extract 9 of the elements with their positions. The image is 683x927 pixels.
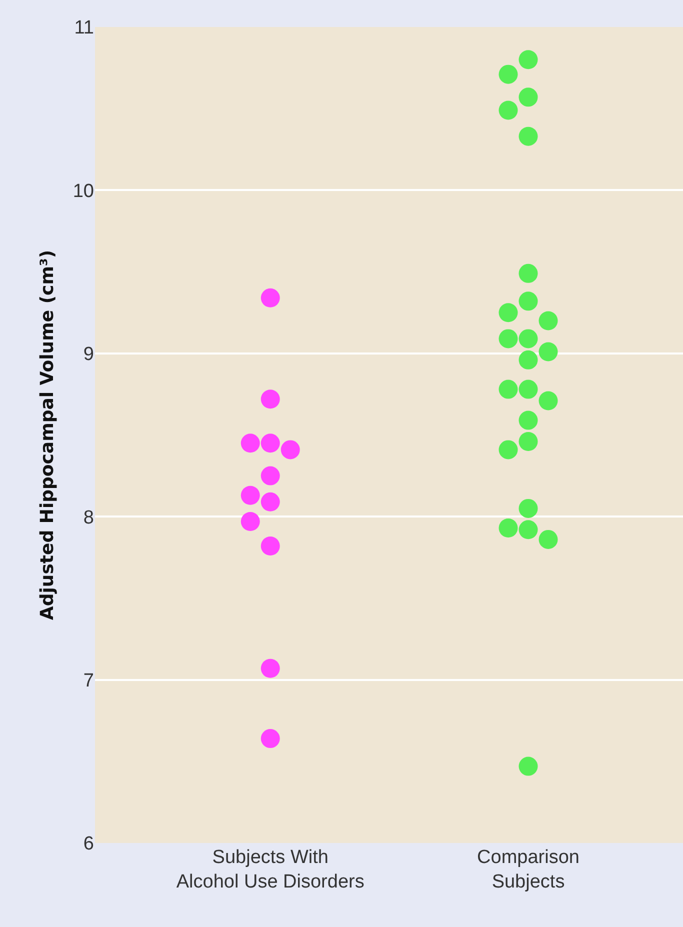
y-tick-label: 9 <box>83 344 94 366</box>
y-tick-label: 10 <box>72 180 94 202</box>
y-tick-label: 6 <box>83 834 94 855</box>
x-tick-label: Comparison Subjects <box>477 847 580 893</box>
x-tick-label: Subjects With Alcohol Use Disorders <box>176 847 364 893</box>
y-tick-label: 7 <box>83 670 94 692</box>
y-axis-title: Adjusted Hippocampal Volume (cm³) <box>37 250 58 620</box>
y-tick-label: 8 <box>83 507 94 528</box>
y-tick-label: 11 <box>74 18 94 39</box>
